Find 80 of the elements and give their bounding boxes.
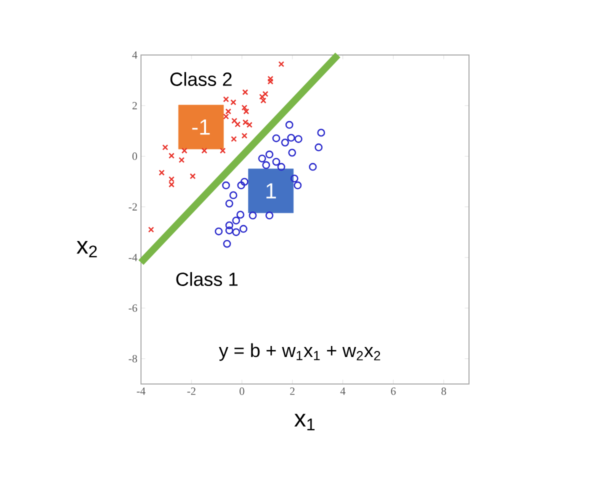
point (222, 181, 230, 190)
x-tick-label: 4 (340, 388, 346, 395)
annotation: 1 (266, 183, 276, 198)
x-tick-label: 8 (441, 388, 446, 395)
point (230, 99, 236, 106)
point (201, 148, 208, 154)
point (281, 138, 290, 146)
point (225, 108, 232, 114)
point (267, 78, 274, 85)
point (317, 128, 326, 137)
point (225, 200, 234, 208)
point (265, 150, 274, 158)
point (278, 61, 284, 68)
point (272, 158, 280, 166)
point (314, 143, 323, 152)
point (241, 104, 248, 111)
point (288, 148, 296, 157)
point (258, 154, 266, 162)
y-tick-label: -6 (128, 304, 138, 312)
point (236, 210, 244, 219)
point (225, 226, 234, 234)
point (294, 135, 302, 143)
annotation: Class 1 (176, 272, 238, 286)
y-axis-title: x$_{2}$ (76, 240, 97, 258)
point (223, 240, 231, 248)
point (277, 162, 286, 171)
point (248, 212, 257, 220)
point (229, 191, 238, 200)
point (181, 148, 188, 154)
y-tick-label: 4 (132, 51, 138, 59)
point (242, 119, 248, 126)
point (225, 221, 234, 230)
point (243, 108, 250, 114)
point (230, 136, 237, 142)
point (240, 178, 248, 186)
point (237, 181, 246, 190)
annotation: -1 (192, 120, 210, 135)
y-tick-label: -8 (128, 355, 138, 362)
point (148, 226, 154, 233)
point (262, 90, 268, 97)
y-tick-label: -2 (128, 203, 137, 210)
point (242, 89, 248, 96)
point (190, 173, 196, 180)
annotation: Class 2 (170, 72, 232, 86)
annotation: y = b + w$_{1}$x$_{1}$ + w$_{2}$x$_{2}$ (218, 343, 380, 361)
y-tick-label: 2 (132, 102, 137, 110)
point (240, 224, 248, 233)
point (168, 176, 175, 182)
point (168, 182, 175, 188)
point (158, 170, 165, 176)
point (260, 98, 266, 104)
point (285, 120, 294, 129)
y-tick-label: 0 (132, 152, 138, 160)
point (265, 212, 274, 220)
point (178, 157, 185, 163)
point (259, 94, 266, 100)
point (267, 76, 274, 82)
point (232, 228, 240, 236)
y-tick-label: -4 (128, 254, 138, 262)
point (272, 134, 280, 142)
point (294, 181, 302, 190)
point (223, 114, 229, 120)
x-tick-label: 0 (240, 388, 244, 395)
point (168, 152, 175, 159)
x-tick-label: -2 (187, 388, 196, 395)
point (220, 148, 226, 154)
point (290, 174, 298, 182)
point (162, 144, 168, 150)
point (231, 118, 238, 124)
point (234, 121, 241, 128)
x-axis-title: x$_{1}$ (294, 414, 315, 430)
point (232, 216, 240, 224)
point (287, 134, 296, 142)
point (262, 161, 270, 170)
point (308, 162, 317, 171)
x-tick-label: 6 (391, 388, 396, 395)
point (214, 227, 223, 236)
point (223, 96, 229, 102)
point (241, 132, 248, 139)
x-tick-label: 2 (290, 388, 295, 395)
